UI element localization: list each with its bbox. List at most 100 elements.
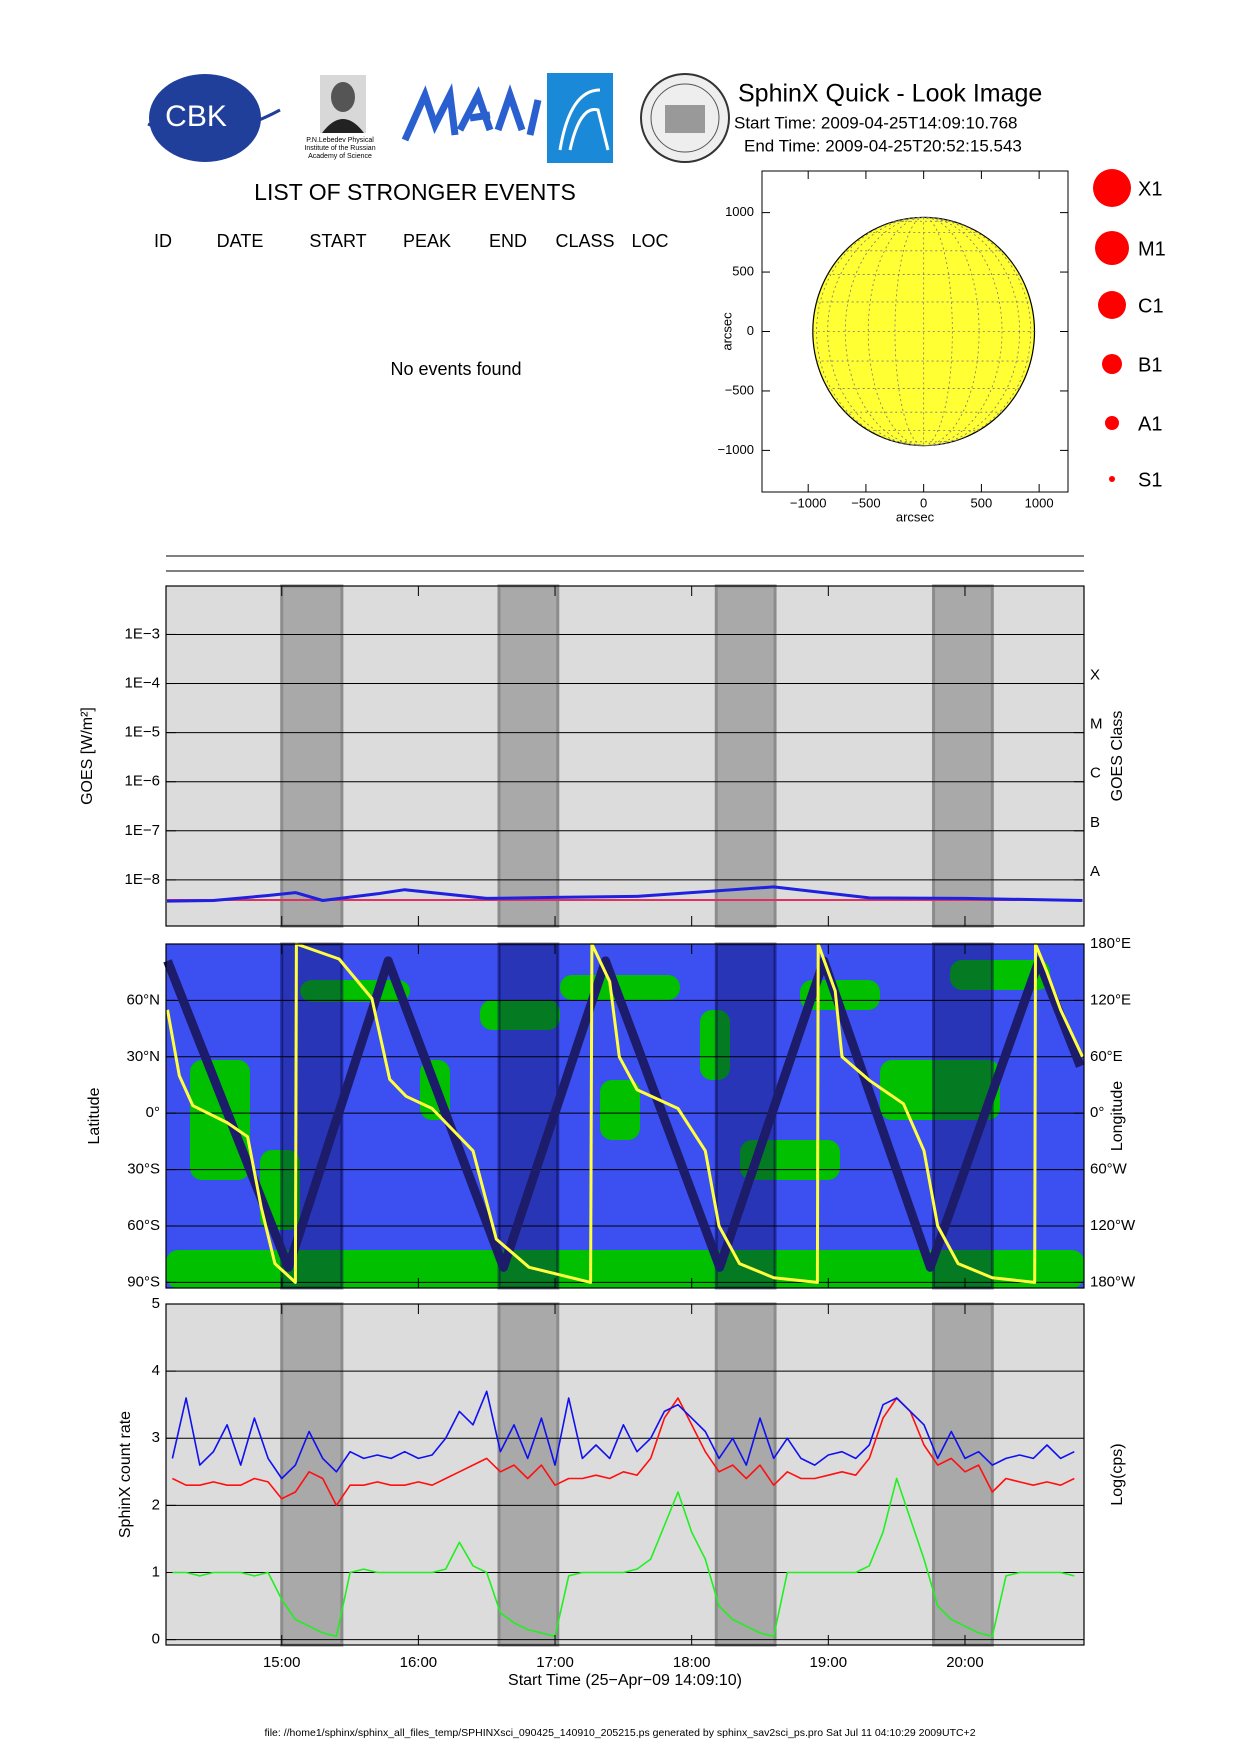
institute-line: P.N.Lebedev Physical [306, 137, 374, 144]
y2-tick-label: 0° [1090, 1104, 1104, 1121]
x-tick-label: −500 [851, 495, 880, 510]
night-interval [497, 1302, 560, 1647]
events-message: No events found [390, 359, 521, 379]
y2-axis-title: Longitude [1109, 1081, 1126, 1151]
y-axis-title: GOES [W/m²] [79, 707, 96, 805]
y-tick-label: 0 [747, 323, 754, 338]
class-marker [1102, 354, 1122, 374]
y-tick-label: −1000 [717, 442, 754, 457]
class-tick-label: X [1090, 666, 1100, 683]
class-label: C1 [1138, 295, 1164, 317]
y-tick-label: −500 [725, 382, 754, 397]
x-axis-title: Start Time (25−Apr−09 14:09:10) [508, 1672, 742, 1689]
class-marker [1105, 416, 1119, 430]
series-line [171, 1390, 1075, 1480]
series-line [166, 885, 1083, 903]
y-tick-label: 0° [146, 1104, 160, 1121]
x-tick-label: 16:00 [400, 1654, 438, 1671]
x-tick-label: 19:00 [810, 1654, 848, 1671]
class-tick-label: A [1090, 863, 1100, 880]
class-label: S1 [1138, 469, 1162, 491]
end-time: End Time: 2009-04-25T20:52:15.543 [744, 136, 1022, 155]
portrait-head [331, 82, 355, 112]
night-interval [497, 584, 560, 928]
x-tick-label: 500 [971, 495, 993, 510]
series-line [172, 1397, 1075, 1507]
y-tick-label: 30°S [127, 1161, 160, 1178]
y-tick-label: 1 [152, 1563, 160, 1580]
y-tick-label: 0 [152, 1631, 160, 1648]
y-tick-label: 1E−5 [125, 724, 160, 741]
class-tick-label: M [1090, 716, 1103, 733]
events-column: START [309, 231, 366, 251]
y-tick-label: 500 [732, 263, 754, 278]
university-seal-building [665, 105, 705, 133]
land-area [166, 1250, 1084, 1288]
class-marker [1098, 291, 1126, 319]
y-tick-label: 90°S [127, 1273, 160, 1290]
series-line [172, 1477, 1075, 1638]
cbk-swoosh [147, 108, 281, 136]
land-area [880, 1060, 1000, 1120]
land-area [480, 1000, 560, 1030]
miam-logo [401, 83, 542, 142]
class-label: M1 [1138, 238, 1166, 260]
night-interval [280, 1302, 344, 1647]
y2-tick-label: 60°E [1090, 1048, 1123, 1065]
land-area [950, 960, 1050, 990]
y-axis-title: arcsec [719, 312, 734, 351]
class-tick-label: B [1090, 814, 1100, 831]
y2-axis-title: GOES Class [1109, 711, 1126, 802]
agency-logo-mark [558, 88, 610, 151]
events-title: LIST OF STRONGER EVENTS [254, 179, 576, 205]
y2-tick-label: 180°E [1090, 935, 1131, 952]
header-title: SphinX Quick - Look Image [738, 80, 1042, 108]
class-label: X1 [1138, 178, 1162, 200]
x-tick-label: −1000 [790, 495, 827, 510]
portrait-body [322, 119, 364, 133]
land-area [600, 1080, 640, 1140]
y2-tick-label: 120°E [1090, 991, 1131, 1008]
x-tick-label: 15:00 [263, 1654, 301, 1671]
y-tick-label: 1E−4 [125, 674, 160, 691]
y2-tick-label: 120°W [1090, 1217, 1136, 1234]
class-marker [1093, 169, 1131, 207]
y-tick-label: 60°S [127, 1217, 160, 1234]
logos: CBK P.N.Lebedev Physical Institute of th… [147, 73, 730, 163]
plot-frame [165, 1303, 1085, 1646]
night-interval [714, 584, 777, 928]
institute-line: Academy of Science [308, 153, 372, 160]
y2-tick-label: 60°W [1090, 1161, 1128, 1178]
events-column: LOC [631, 231, 668, 251]
events-column: END [489, 231, 527, 251]
y-tick-label: 5 [152, 1295, 160, 1312]
y-axis-title: Latitude [86, 1087, 103, 1144]
series-line [166, 942, 1084, 1284]
class-marker [1095, 231, 1129, 265]
class-label: A1 [1138, 413, 1162, 435]
x-tick-label: 1000 [1025, 495, 1054, 510]
y-axis-title: SphinX count rate [117, 1411, 134, 1538]
footer: file: //home1/sphinx/sphinx_all_files_te… [264, 1727, 975, 1739]
class-tick-label: C [1090, 765, 1101, 782]
night-interval [280, 942, 344, 1290]
y-tick-label: 30°N [126, 1048, 160, 1065]
events-column: CLASS [555, 231, 614, 251]
x-axis-title: arcsec [896, 509, 935, 524]
cbk-logo-text: CBK [165, 100, 227, 133]
y-tick-label: 60°N [126, 991, 160, 1008]
y2-tick-label: 180°W [1090, 1273, 1136, 1290]
night-interval [497, 942, 560, 1290]
land-area [700, 1010, 730, 1080]
series-line [163, 956, 1085, 1272]
events-column: DATE [217, 231, 264, 251]
y-tick-label: 1E−6 [125, 773, 160, 790]
start-time: Start Time: 2009-04-25T14:09:10.768 [734, 113, 1018, 132]
y-tick-label: 1000 [725, 204, 754, 219]
y-tick-label: 1E−7 [125, 822, 160, 839]
y-tick-label: 4 [152, 1362, 160, 1379]
y-tick-label: 1E−3 [125, 625, 160, 642]
y-tick-label: 1E−8 [125, 871, 160, 888]
class-marker [1109, 476, 1115, 482]
